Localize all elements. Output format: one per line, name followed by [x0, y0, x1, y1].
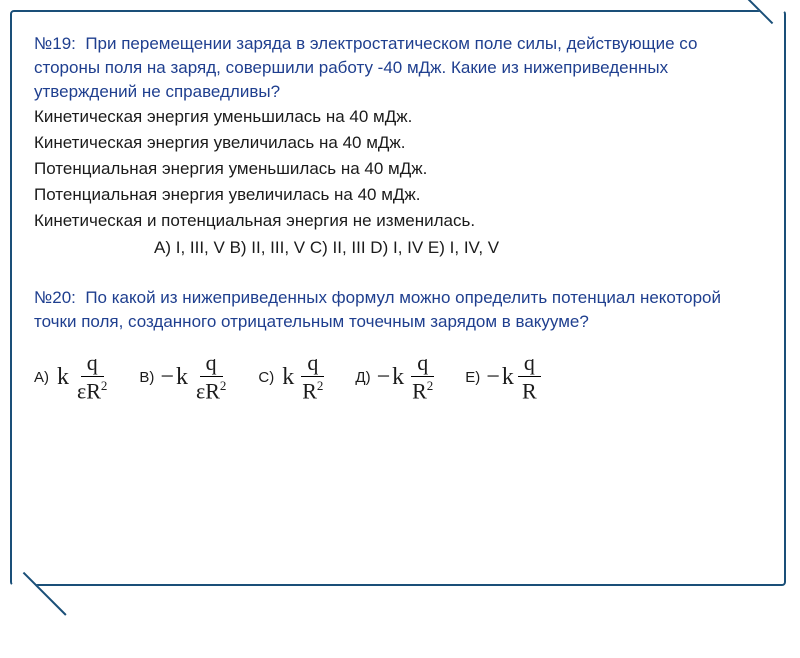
q19-body: При перемещении заряда в электростатичес…	[34, 34, 697, 101]
denominator: R	[518, 377, 541, 402]
q19-statement-2: Кинетическая энергия увеличилась на 40 м…	[34, 131, 762, 155]
fraction: q R2	[408, 352, 437, 402]
constant-k: k	[392, 364, 404, 391]
q19-answer-options: A) I, III, V B) II, III, V C) II, III D)…	[34, 238, 762, 258]
q20-option-b-formula: − k q εR2	[160, 352, 230, 402]
q20-option-a-formula: k q εR2	[55, 352, 111, 402]
q19-number: №19:	[34, 34, 76, 53]
q20-option-e-label: E)	[465, 369, 480, 386]
q20-option-d-label: Д)	[355, 369, 370, 386]
corner-cut-top-right	[729, 0, 800, 24]
denominator: εR2	[73, 377, 111, 402]
q20-option-d: Д) − k q R2	[355, 352, 437, 402]
sign: −	[377, 364, 393, 391]
sign: −	[160, 364, 176, 391]
q20-formula-row: A) k q εR2 B) − k q εR2	[34, 352, 762, 402]
q19-statement-5: Кинетическая и потенциальная энергия не …	[34, 209, 762, 233]
numerator: q	[301, 352, 324, 377]
slide-frame: №19: При перемещении заряда в электроста…	[10, 10, 786, 586]
numerator: q	[411, 352, 434, 377]
q20-option-c: C) k q R2	[258, 352, 327, 402]
q20-text: №20: По какой из нижеприведенных формул …	[34, 286, 762, 334]
denominator: εR2	[192, 377, 230, 402]
fraction: q R	[518, 352, 541, 402]
corner-cut-bottom-left	[0, 572, 67, 658]
q20-option-c-label: C)	[258, 369, 274, 386]
q20-body: По какой из нижеприведенных формул можно…	[34, 288, 721, 331]
constant-k: k	[282, 364, 294, 391]
slide-content: №19: При перемещении заряда в электроста…	[34, 32, 762, 564]
q20-option-d-formula: − k q R2	[377, 352, 438, 402]
constant-k: k	[57, 364, 69, 391]
denominator: R2	[408, 377, 437, 402]
constant-k: k	[502, 364, 514, 391]
q19-statement-3: Потенциальная энергия уменьшилась на 40 …	[34, 157, 762, 181]
q20-option-e: E) − k q R	[465, 352, 541, 402]
sign: −	[486, 364, 502, 391]
q20-option-a-label: A)	[34, 369, 49, 386]
q19-text: №19: При перемещении заряда в электроста…	[34, 32, 762, 103]
fraction: q εR2	[192, 352, 230, 402]
q19-statement-1: Кинетическая энергия уменьшилась на 40 м…	[34, 105, 762, 129]
q20-option-b-label: B)	[139, 369, 154, 386]
q20-number: №20:	[34, 288, 76, 307]
q20-option-e-formula: − k q R	[486, 352, 541, 402]
fraction: q R2	[298, 352, 327, 402]
q20-option-b: B) − k q εR2	[139, 352, 230, 402]
numerator: q	[518, 352, 541, 377]
q19-statement-4: Потенциальная энергия увеличилась на 40 …	[34, 183, 762, 207]
numerator: q	[200, 352, 223, 377]
q20-option-a: A) k q εR2	[34, 352, 111, 402]
q20-option-c-formula: k q R2	[280, 352, 327, 402]
constant-k: k	[176, 364, 188, 391]
numerator: q	[81, 352, 104, 377]
denominator: R2	[298, 377, 327, 402]
fraction: q εR2	[73, 352, 111, 402]
